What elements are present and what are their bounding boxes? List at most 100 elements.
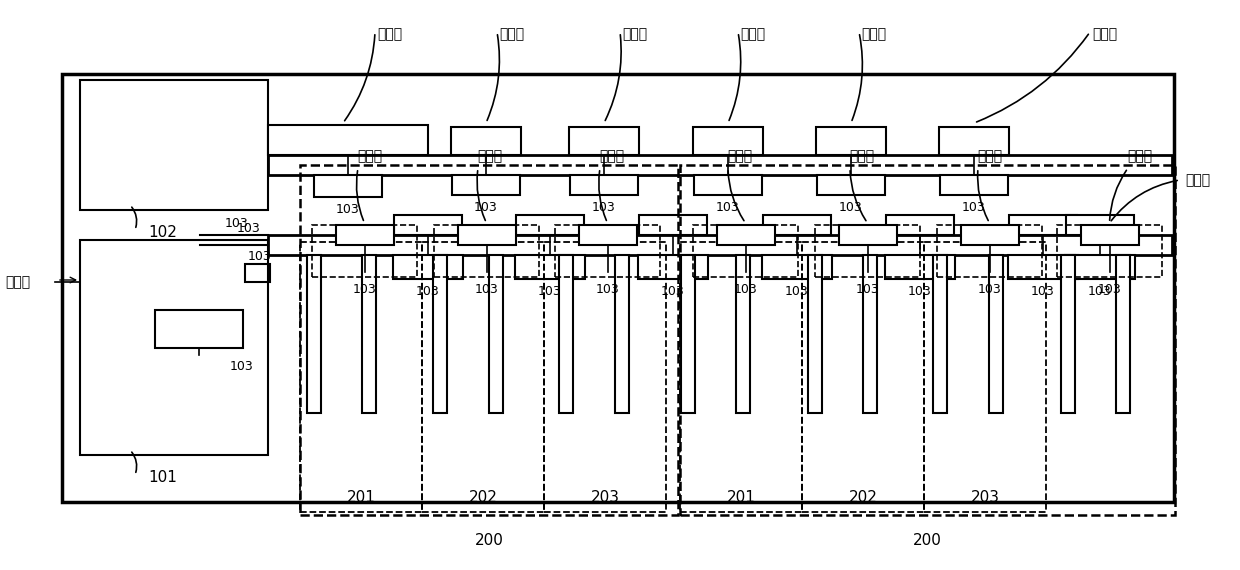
Bar [268,155,1172,175]
Bar [394,215,463,235]
Text: 103: 103 [734,283,758,296]
Bar [314,175,382,197]
Text: 103: 103 [717,201,740,214]
Bar [1061,255,1075,413]
Bar [639,255,708,279]
Bar [1116,255,1130,413]
Text: 101: 101 [148,470,177,485]
Bar [336,225,393,245]
Bar [838,225,897,245]
Bar [579,225,636,245]
Bar [763,255,832,279]
Bar [433,255,446,413]
Text: 103: 103 [839,201,863,214]
Bar [639,215,707,235]
Text: 103: 103 [1032,285,1055,298]
Bar [453,175,520,195]
Text: 103: 103 [352,283,377,296]
Bar [489,255,503,413]
Bar [924,242,1047,512]
Bar [681,255,694,413]
Bar [693,127,763,155]
Text: 103: 103 [908,285,932,298]
Text: 103: 103 [977,283,1002,296]
Text: 下表面: 下表面 [377,27,403,41]
Bar [680,242,802,512]
Text: 103: 103 [475,283,498,296]
Text: 103: 103 [474,201,498,214]
Text: 103: 103 [1089,285,1112,298]
Text: 103: 103 [248,250,272,263]
Bar [268,125,428,155]
Bar [544,242,666,512]
Bar [155,310,243,348]
Text: 103: 103 [229,360,254,373]
Bar [694,175,763,195]
Bar [559,255,573,413]
Text: 202: 202 [469,491,497,506]
Text: 200: 200 [913,533,942,548]
Bar [300,242,422,512]
Text: 103: 103 [417,285,440,298]
Bar [990,255,1003,413]
Bar [940,175,1008,195]
Text: 上表面: 上表面 [599,149,625,163]
Bar [863,255,877,413]
Text: 下表面: 下表面 [500,27,525,41]
Bar [300,165,678,515]
Bar [1009,215,1078,235]
Bar [815,225,920,277]
Text: 103: 103 [224,217,248,230]
Text: 203: 203 [590,491,620,506]
Text: 下表面: 下表面 [862,27,887,41]
Text: 103: 103 [962,201,986,214]
Text: 上表面: 上表面 [1185,173,1210,187]
Bar [887,215,954,235]
Bar [516,215,584,235]
Text: 多晶硅: 多晶硅 [5,275,30,289]
Bar [451,127,521,155]
Text: 103: 103 [336,203,360,216]
Text: 103: 103 [1097,283,1121,296]
Bar [1080,225,1138,245]
Bar [693,225,799,277]
Text: 200: 200 [475,533,503,548]
Text: 上表面: 上表面 [477,149,502,163]
Text: 201: 201 [346,491,376,506]
Bar [81,80,268,210]
Text: 103: 103 [856,283,879,296]
Bar [1008,255,1078,279]
Text: 201: 201 [727,491,755,506]
Bar [308,255,321,413]
Bar [1065,255,1135,279]
Text: 上表面: 上表面 [728,149,753,163]
Bar [717,225,775,245]
Bar [816,127,887,155]
Text: 202: 202 [848,491,878,506]
Bar [817,175,885,195]
Bar [556,225,660,277]
Text: 103: 103 [593,201,616,214]
Bar [81,240,268,455]
Bar [393,255,463,279]
Text: 203: 203 [971,491,999,506]
Text: 103: 103 [785,285,808,298]
Bar [1056,225,1162,277]
Bar [680,165,1176,515]
Bar [763,215,831,235]
Text: 103: 103 [237,222,260,234]
Bar [268,235,1172,255]
Bar [422,242,544,512]
Text: 上表面: 上表面 [849,149,874,163]
Bar [458,225,516,245]
Text: 103: 103 [661,285,684,298]
Text: 103: 103 [538,285,562,298]
Bar [939,127,1009,155]
Bar [434,225,539,277]
Text: 103: 103 [595,283,619,296]
Bar [312,225,417,277]
Bar [808,255,822,413]
Text: 上表面: 上表面 [977,149,1003,163]
Bar [1066,215,1135,235]
Bar [362,255,376,413]
